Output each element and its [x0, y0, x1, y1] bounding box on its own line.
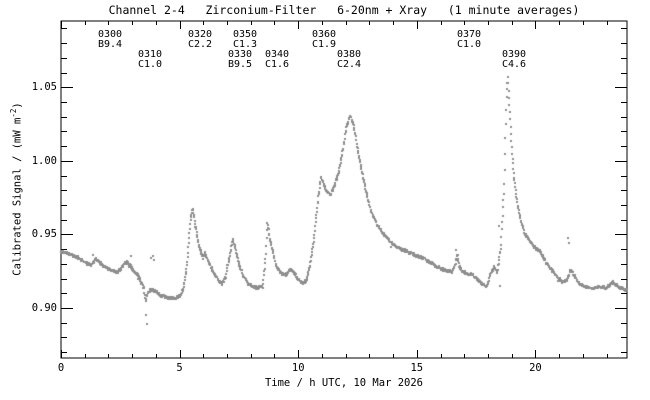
flare-time: 0330 — [228, 49, 253, 60]
y-tick-label: 0.95 — [31, 228, 57, 241]
flare-time: 0350 — [233, 29, 258, 40]
x-tick-label: 15 — [410, 362, 424, 374]
flare-class: C1.3 — [233, 39, 258, 50]
flare-time: 0370 — [457, 29, 482, 40]
x-tick-label: 20 — [529, 362, 542, 374]
flare-annotation: 0320 C2.2 — [188, 30, 212, 50]
y-tick-label: 0.90 — [31, 301, 57, 314]
flare-class: C1.6 — [265, 59, 290, 70]
y-tick-label: 1.05 — [31, 81, 57, 94]
flare-time: 0320 — [188, 29, 213, 40]
flare-annotation: 0370 C1.0 — [457, 30, 481, 50]
flare-annotation: 0350 C1.3 — [233, 30, 257, 50]
flare-class: C4.6 — [502, 59, 527, 70]
flare-time: 0360 — [312, 29, 337, 40]
flare-time: 0300 — [98, 29, 123, 40]
flare-class: C1.9 — [312, 39, 337, 50]
flare-annotation: 0380 C2.4 — [337, 50, 361, 70]
flare-time: 0310 — [138, 49, 163, 60]
flare-annotation: 0310 C1.0 — [138, 50, 162, 70]
x-tick-label: 0 — [57, 362, 65, 374]
flare-class: C1.0 — [138, 59, 163, 70]
y-tick-label: 1.00 — [31, 154, 57, 167]
flare-time: 0380 — [337, 49, 362, 60]
flare-class: C2.2 — [188, 39, 213, 50]
flare-class: C1.0 — [457, 39, 482, 50]
flare-annotation: 0330 B9.5 — [228, 50, 252, 70]
flare-time: 0340 — [265, 49, 290, 60]
flare-class: B9.5 — [228, 59, 253, 70]
x-tick-label: 10 — [291, 362, 305, 374]
x-axis-label: Time / h UTC, 10 Mar 2026 — [264, 377, 424, 389]
flare-class: B9.4 — [98, 39, 123, 50]
flare-annotation: 0340 C1.6 — [265, 50, 289, 70]
flare-annotation: 0390 C4.6 — [502, 50, 526, 70]
flare-annotation: 0360 C1.9 — [312, 30, 336, 50]
flare-class: C2.4 — [337, 59, 362, 70]
flare-annotation: 0300 B9.4 — [98, 30, 122, 50]
flare-time: 0390 — [502, 49, 527, 60]
x-tick-label: 5 — [176, 362, 183, 374]
